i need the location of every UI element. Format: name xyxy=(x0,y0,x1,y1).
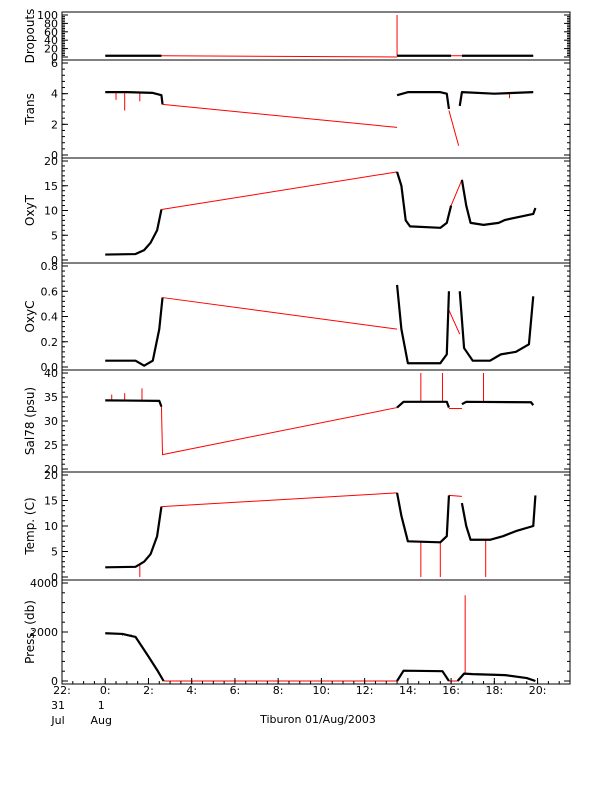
y-tick-label: 40 xyxy=(44,34,58,47)
y-tick-label: 30 xyxy=(44,415,58,428)
gap-line xyxy=(162,297,398,330)
x-tick-label: 2: xyxy=(143,684,154,697)
y-tick-label: 0.8 xyxy=(41,260,59,273)
y-tick-label: 0 xyxy=(51,675,58,688)
x-tick-label: 4: xyxy=(186,684,197,697)
y-tick-label: 0.0 xyxy=(41,361,59,374)
gap-line xyxy=(448,494,462,497)
y-tick-label: 35 xyxy=(44,391,58,404)
y-tick-label: 60 xyxy=(44,26,58,39)
data-trace xyxy=(461,400,535,406)
panel-temp-c: 0 5 10 15 20 Temp. (C) xyxy=(23,469,570,584)
y-tick-label: 40 xyxy=(44,367,58,380)
data-trace xyxy=(460,179,537,226)
x-tick-label: Aug xyxy=(90,714,111,727)
y-tick-label: 10 xyxy=(44,520,58,533)
gap-line xyxy=(448,309,461,335)
y-axis-title: OxyC xyxy=(23,300,37,332)
y-tick-label: 4000 xyxy=(30,577,58,590)
data-trace xyxy=(458,291,535,362)
plot-frame xyxy=(61,11,571,685)
footer-title: Tiburon 01/Aug/2003 xyxy=(259,713,376,726)
data-trace xyxy=(460,495,537,541)
data-trace xyxy=(105,632,165,682)
y-tick-label: 20 xyxy=(44,469,58,482)
x-tick-label: 14: xyxy=(399,684,417,697)
y-tick-label: 5 xyxy=(51,546,58,559)
y-axis-title: Trans xyxy=(23,93,37,126)
y-tick-label: 0.6 xyxy=(41,285,59,298)
x-tick-label: 20: xyxy=(529,684,547,697)
y-tick-label: 0.2 xyxy=(41,336,59,349)
y-tick-label: 10 xyxy=(44,205,58,218)
y-tick-label: 2 xyxy=(51,118,58,131)
y-tick-label: 15 xyxy=(44,180,58,193)
y-axis-title: Dropouts xyxy=(23,9,37,64)
panel-oxyt: 0 5 10 15 20 OxyT xyxy=(23,155,570,267)
data-trace xyxy=(396,400,450,409)
y-axis-title: OxyT xyxy=(23,194,37,226)
y-tick-label: 0 xyxy=(51,254,58,267)
gap-line xyxy=(160,406,398,456)
y-tick-label: 6 xyxy=(51,57,58,70)
y-tick-label: 20 xyxy=(44,463,58,476)
data-trace xyxy=(105,399,163,407)
y-axis-title: Sal78 (psu) xyxy=(23,387,37,455)
panels-layer: 020406080100Dropouts0246Trans05101520Oxy… xyxy=(23,9,571,688)
data-trace xyxy=(395,492,451,544)
data-trace xyxy=(396,91,451,110)
x-tick-label: 0: xyxy=(100,684,111,697)
data-trace xyxy=(456,672,536,683)
data-trace xyxy=(105,209,163,256)
y-tick-label: 5 xyxy=(51,229,58,242)
panel-press-db: 0 2000 4000 Press. (db) xyxy=(23,577,570,688)
data-trace xyxy=(396,669,450,682)
panel-oxyc: 0.0 0.2 0.4 0.6 0.8 OxyC xyxy=(23,260,570,374)
data-trace xyxy=(105,91,164,105)
panel-trans: 0 2 4 6 Trans xyxy=(23,57,570,162)
y-tick-label: 2000 xyxy=(30,626,58,639)
x-tick-label: 8: xyxy=(273,684,284,697)
x-tick-label: 12: xyxy=(356,684,374,697)
y-tick-label: 0 xyxy=(51,51,58,64)
x-tick-label: 1 xyxy=(98,699,105,712)
y-axis-title: Temp. (C) xyxy=(23,497,37,555)
x-tick-label: 16: xyxy=(442,684,460,697)
gap-line xyxy=(161,171,398,211)
y-tick-label: 0 xyxy=(51,571,58,584)
data-trace xyxy=(458,91,534,107)
panel-sal78-psu: 20 25 30 35 40 Sal78 (psu) xyxy=(23,367,570,476)
y-tick-label: 4 xyxy=(51,88,58,101)
y-axis-title: Press. (db) xyxy=(23,600,37,664)
x-tick-label: 31 xyxy=(51,699,65,712)
y-tick-label: 20 xyxy=(44,43,58,56)
y-tick-label: 0 xyxy=(51,149,58,162)
data-trace xyxy=(396,171,453,229)
x-tick-label: 6: xyxy=(230,684,241,697)
data-trace xyxy=(105,506,163,569)
gap-line xyxy=(448,110,460,146)
data-trace xyxy=(105,297,164,367)
x-axis: 22: 31 Jul 0: 1 Aug 2: 4: 6: 8: 10: 12: 14: 16: 18: 20: xyxy=(50,678,571,727)
x-tick-label: 10: xyxy=(313,684,331,697)
y-tick-label: 20 xyxy=(44,155,58,168)
gap-line xyxy=(161,492,398,508)
gap-line xyxy=(450,179,463,206)
gap-line xyxy=(162,103,398,128)
data-trace xyxy=(395,284,451,365)
y-tick-label: 25 xyxy=(44,439,58,452)
x-tick-label: 22: xyxy=(53,684,71,697)
y-tick-label: 0.4 xyxy=(41,311,59,324)
gap-line xyxy=(161,55,398,58)
x-tick-label: 18: xyxy=(485,684,503,697)
x-tick-label: Jul xyxy=(50,714,64,727)
y-tick-label: 80 xyxy=(44,17,58,30)
y-tick-label: 15 xyxy=(44,495,58,508)
y-tick-label: 100 xyxy=(37,9,58,22)
